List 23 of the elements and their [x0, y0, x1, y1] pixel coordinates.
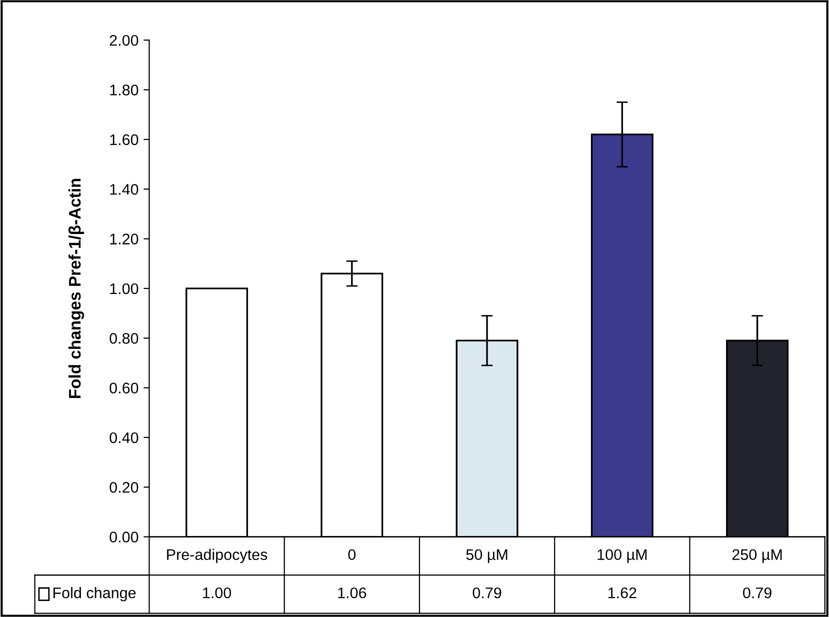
x-tick-label: Pre-adipocytes [167, 548, 268, 564]
x-tick-label: 0 [348, 549, 356, 560]
x-tick-label: 50 µM [466, 549, 508, 564]
data-label: 1.62 [608, 587, 636, 598]
y-tick-label: 1.80 [110, 84, 138, 96]
data-label: 1.00 [203, 587, 232, 598]
y-tick-label: 1.40 [110, 184, 138, 195]
y-axis-title: Fold changes Pref-1/β-Actin [68, 178, 84, 398]
data-label: 1.06 [338, 587, 366, 598]
data-label: 0.79 [743, 587, 772, 598]
legend-label: Fold change [53, 587, 136, 602]
data-label: 0.79 [472, 587, 502, 598]
y-tick-label: 0.60 [110, 382, 138, 394]
y-tick-label: 2.00 [110, 34, 138, 46]
y-tick-label: 1.20 [110, 234, 138, 244]
y-tick-label: 0.80 [110, 332, 138, 344]
y-tick-label: 1.60 [110, 134, 138, 146]
x-tick-label: 250 µM [732, 549, 782, 564]
y-tick-label: 0.00 [110, 532, 138, 542]
y-tick-label: 1.00 [110, 283, 138, 294]
y-tick-label: 0.20 [110, 482, 138, 493]
x-tick-label: 100 µM [598, 549, 647, 564]
y-tick-label: 0.40 [110, 432, 138, 444]
